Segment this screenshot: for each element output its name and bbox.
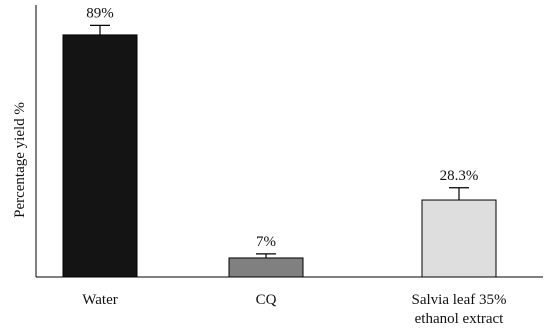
bar-2 <box>421 199 497 278</box>
x-tick-label-2-0: Salvia leaf 35% <box>412 292 507 308</box>
x-tick-label-2-1: ethanol extract <box>415 311 505 327</box>
bar-0 <box>62 34 138 278</box>
x-tick-label-0-0: Water <box>82 292 117 308</box>
data-label-0: 89% <box>86 5 114 21</box>
x-tick-label-1-0: CQ <box>256 292 277 308</box>
bar-1 <box>228 257 304 278</box>
data-label-2: 28.3% <box>440 168 479 184</box>
y-axis-label: Percentage yield % <box>12 102 28 218</box>
data-label-1: 7% <box>256 234 276 250</box>
